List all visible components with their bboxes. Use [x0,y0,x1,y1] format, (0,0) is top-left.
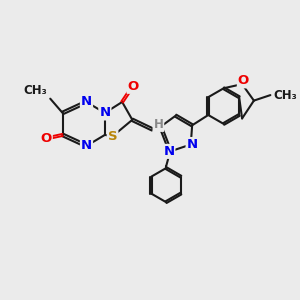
Text: N: N [81,140,92,152]
Text: N: N [187,138,198,151]
Text: N: N [81,95,92,109]
Text: O: O [40,132,52,145]
Text: N: N [163,145,174,158]
Text: O: O [238,74,249,87]
Text: S: S [108,130,117,143]
Text: CH₃: CH₃ [274,88,297,102]
Text: CH₃: CH₃ [23,84,47,97]
Text: H: H [154,118,163,131]
Text: O: O [128,80,139,93]
Text: N: N [99,106,110,119]
